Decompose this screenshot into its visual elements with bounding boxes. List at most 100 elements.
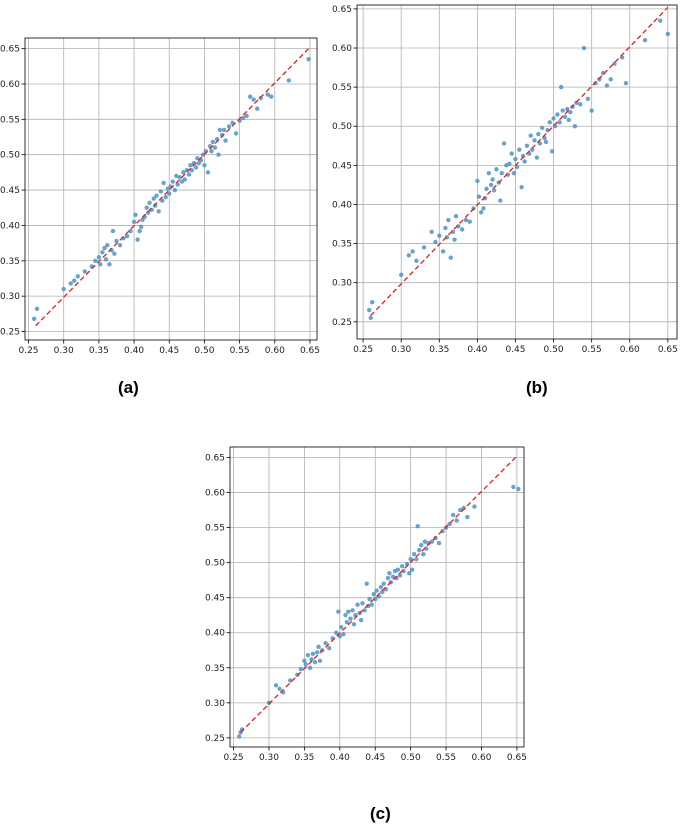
data-point: [491, 188, 497, 193]
x-tick-label: 0.55: [436, 753, 456, 763]
data-point: [536, 131, 541, 137]
x-tick-label: 0.60: [265, 346, 285, 356]
data-point: [568, 109, 573, 115]
y-tick-label: 0.35: [205, 664, 225, 674]
data-point: [117, 243, 123, 248]
data-point: [399, 563, 405, 569]
data-point: [507, 161, 512, 166]
data-point: [61, 286, 66, 292]
scatter-chart-b: 0.25 0.30 0.35 0.40 0.45 0.50 0.55 0.60 0.65 0.25…: [332, 4, 678, 355]
data-point: [288, 678, 293, 683]
data-point: [440, 249, 446, 254]
reference-line: [370, 6, 669, 316]
x-tick-label: 0.65: [658, 345, 678, 355]
data-point: [131, 219, 137, 225]
data-point: [265, 92, 270, 97]
x-tick-label: 0.45: [159, 346, 179, 356]
data-point: [407, 570, 412, 576]
data-point: [585, 96, 591, 102]
data-point: [534, 155, 540, 160]
data-point: [174, 173, 179, 179]
data-point: [578, 102, 583, 107]
data-point: [436, 540, 442, 546]
data-point: [364, 581, 369, 586]
data-point: [537, 141, 543, 146]
data-point: [547, 120, 552, 125]
data-point: [277, 686, 282, 692]
y-tick-label: 0.60: [205, 489, 225, 499]
data-point: [237, 734, 242, 739]
data-point: [307, 665, 313, 670]
data-point: [334, 630, 339, 635]
data-point: [167, 191, 172, 196]
data-point: [269, 94, 274, 99]
data-point: [266, 700, 272, 706]
y-tick-label: 0.65: [332, 5, 352, 15]
y-tick-label: 0.55: [0, 115, 20, 125]
data-point: [240, 115, 246, 121]
data-point: [456, 224, 461, 229]
data-point: [195, 156, 200, 161]
x-tick-label: 0.25: [224, 753, 244, 763]
data-point: [316, 644, 321, 649]
data-point: [409, 567, 415, 572]
scatter-chart-c: 0.25 0.30 0.35 0.40 0.45 0.50 0.55 0.60 0.65 0.25…: [205, 446, 527, 763]
y-tick-label: 0.25: [332, 318, 352, 328]
x-tick-label: 0.50: [544, 345, 564, 355]
data-point: [170, 179, 175, 184]
data-point: [172, 187, 178, 193]
data-point: [177, 175, 182, 180]
data-point: [105, 243, 110, 248]
data-point: [34, 306, 40, 312]
data-point: [366, 307, 372, 313]
data-point: [490, 177, 495, 182]
data-point: [422, 539, 428, 544]
x-tick-label: 0.35: [294, 753, 314, 763]
data-point: [310, 651, 316, 656]
data-point: [351, 622, 357, 627]
data-point: [381, 581, 386, 586]
data-point: [517, 147, 522, 152]
data-point: [151, 196, 156, 201]
data-point: [452, 237, 457, 242]
plot-frame: [229, 446, 525, 748]
y-tick-label: 0.55: [205, 524, 225, 534]
data-point: [566, 117, 572, 123]
data-point: [102, 245, 107, 251]
data-point: [459, 227, 465, 232]
data-point: [306, 57, 311, 62]
scatter-chart-a: 0.25 0.30 0.35 0.40 0.45 0.50 0.55 0.60 0.65 0.25…: [0, 37, 320, 356]
data-point: [524, 143, 530, 148]
data-point: [665, 31, 671, 37]
x-tick-label: 0.40: [467, 345, 487, 355]
data-point: [467, 219, 472, 224]
y-tick-label: 0.40: [205, 629, 225, 639]
x-tick-label: 0.40: [330, 753, 350, 763]
data-point: [181, 170, 186, 175]
data-point: [367, 596, 372, 602]
y-tick-label: 0.40: [332, 200, 352, 210]
data-point: [133, 212, 138, 218]
data-point: [350, 608, 355, 613]
data-point: [368, 315, 373, 321]
data-point: [355, 602, 360, 607]
data-point: [312, 659, 318, 665]
data-point: [374, 588, 379, 593]
y-tick-label: 0.65: [0, 45, 20, 55]
data-point: [463, 217, 469, 223]
data-point: [411, 552, 417, 557]
data-point: [200, 152, 206, 157]
data-point: [581, 45, 587, 51]
data-point: [72, 278, 77, 283]
y-tick-label: 0.35: [332, 240, 352, 250]
data-point: [303, 662, 309, 667]
data-point: [362, 608, 367, 613]
data-point: [453, 213, 459, 219]
data-point: [604, 83, 610, 88]
data-point: [433, 239, 438, 245]
data-point: [387, 570, 392, 576]
data-point: [482, 196, 488, 201]
data-point: [336, 609, 341, 614]
x-tick-label: 0.30: [391, 345, 411, 355]
data-point: [511, 484, 516, 490]
